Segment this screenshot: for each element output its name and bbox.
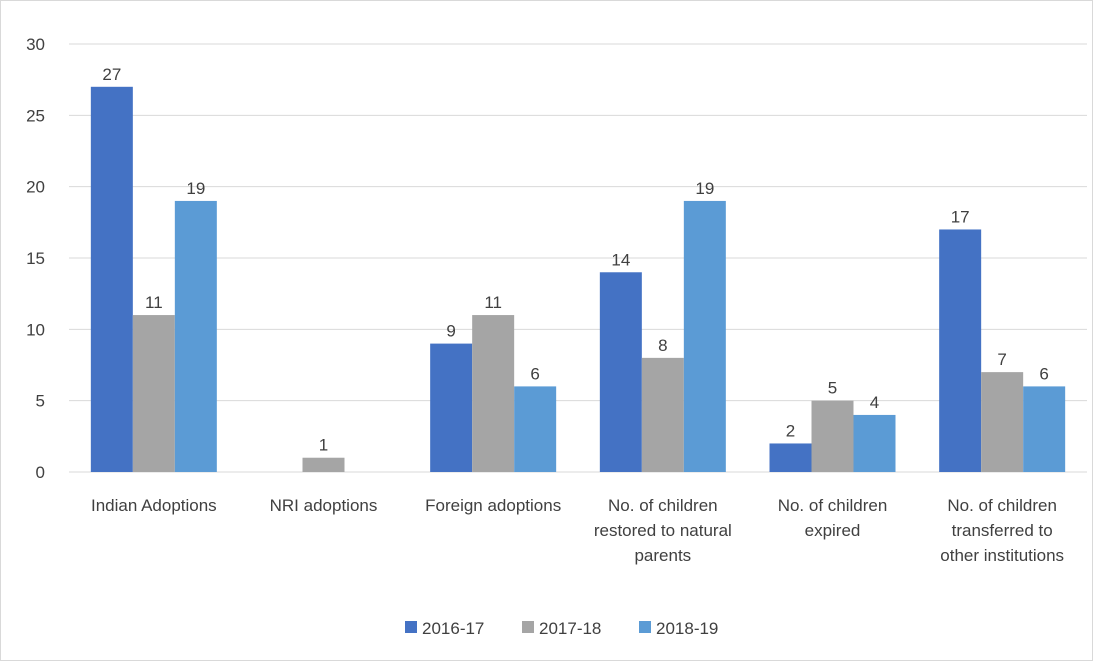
data-label: 11 <box>145 293 163 312</box>
data-label: 6 <box>1039 364 1048 383</box>
bar-2018-19-3 <box>683 200 726 472</box>
category-label: Foreign adoptions <box>425 496 561 515</box>
data-label: 11 <box>484 293 502 312</box>
legend-label: 2016-17 <box>422 619 484 638</box>
data-label: 4 <box>870 393 879 412</box>
bar-2018-19-4 <box>853 414 896 472</box>
category-label: No. of children expired <box>778 496 888 540</box>
legend-swatch <box>405 621 417 633</box>
bar-2016-17-2 <box>430 343 473 472</box>
data-label: 2 <box>786 421 795 440</box>
bar-2017-18-1 <box>302 457 345 472</box>
y-tick-label: 25 <box>26 106 45 125</box>
legend-label: 2017-18 <box>539 619 601 638</box>
category-label: No. of children restored to natural parent… <box>594 496 732 565</box>
legend: 2016-17 2017-18 2018-19 <box>405 619 718 638</box>
legend-swatch <box>639 621 651 633</box>
y-tick-label: 15 <box>26 249 45 268</box>
bar-2018-19-0 <box>174 200 217 472</box>
data-label: 19 <box>186 179 205 198</box>
data-label: 17 <box>951 207 970 226</box>
data-label: 6 <box>530 364 539 383</box>
data-label: 5 <box>828 379 837 398</box>
category-label: Indian Adoptions <box>91 496 217 515</box>
category-labels: Indian Adoptions NRI adoptions Foreign ado… <box>91 496 1064 565</box>
bar-2017-18-3 <box>641 357 684 472</box>
legend-label: 2018-19 <box>656 619 718 638</box>
bar-2016-17-4 <box>769 443 812 472</box>
bars <box>90 86 1066 473</box>
bar-2017-18-2 <box>472 315 515 472</box>
y-tick-label: 30 <box>26 35 45 54</box>
y-tick-label: 0 <box>36 463 45 482</box>
y-tick-label: 5 <box>36 392 45 411</box>
y-tick-label: 20 <box>26 178 45 197</box>
data-label: 8 <box>658 336 667 355</box>
data-label: 19 <box>695 179 714 198</box>
legend-swatch <box>522 621 534 633</box>
category-label: NRI adoptions <box>270 496 378 515</box>
gridlines <box>69 43 1087 473</box>
data-label: 27 <box>102 65 121 84</box>
bar-2017-18-4 <box>811 400 854 472</box>
data-label: 9 <box>446 322 455 341</box>
bar-2016-17-0 <box>90 86 133 473</box>
bar-2018-19-2 <box>514 386 557 472</box>
bar-2016-17-3 <box>599 272 642 472</box>
data-label: 14 <box>611 250 630 269</box>
y-tick-label: 10 <box>26 320 45 339</box>
bar-2018-19-5 <box>1023 386 1066 472</box>
y-axis-ticks: 0 5 10 15 20 25 30 <box>26 35 45 482</box>
data-label: 1 <box>319 436 328 455</box>
category-label: No. of children transferred to other insti… <box>940 496 1064 565</box>
bar-2016-17-5 <box>939 229 982 472</box>
bar-2017-18-0 <box>132 315 175 472</box>
data-label: 7 <box>997 350 1006 369</box>
bar-2017-18-5 <box>981 372 1024 472</box>
